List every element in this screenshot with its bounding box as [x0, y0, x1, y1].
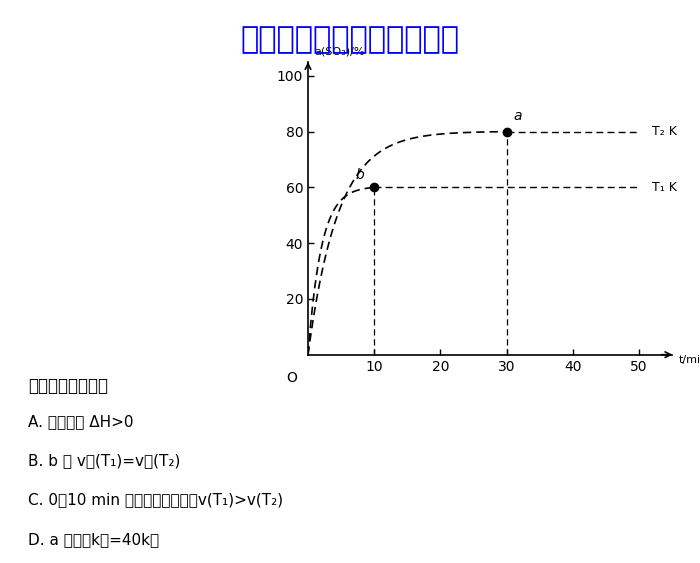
Text: b: b [356, 168, 364, 182]
Text: C. 0～10 min 内平均反应速率；v(T₁)>v(T₂): C. 0～10 min 内平均反应速率；v(T₁)>v(T₂) [28, 493, 283, 508]
Text: t/min: t/min [678, 355, 700, 365]
Text: T₂ K: T₂ K [652, 125, 677, 138]
Text: 微信公众号关注：趣找答案: 微信公众号关注：趣找答案 [241, 25, 459, 55]
Text: a(SO₃)/%: a(SO₃)/% [314, 46, 365, 56]
Text: D. a 点时，k正=40k逆: D. a 点时，k正=40k逆 [28, 532, 159, 547]
Text: T₁ K: T₁ K [652, 181, 677, 194]
Text: a: a [513, 109, 522, 123]
Text: O: O [286, 372, 297, 386]
Text: B. b 点 v正(T₁)=v逆(T₂): B. b 点 v正(T₁)=v逆(T₂) [28, 453, 181, 468]
Text: 下列叙述正确的是: 下列叙述正确的是 [28, 377, 108, 395]
Text: A. 该反应的 ΔH>0: A. 该反应的 ΔH>0 [28, 414, 134, 429]
